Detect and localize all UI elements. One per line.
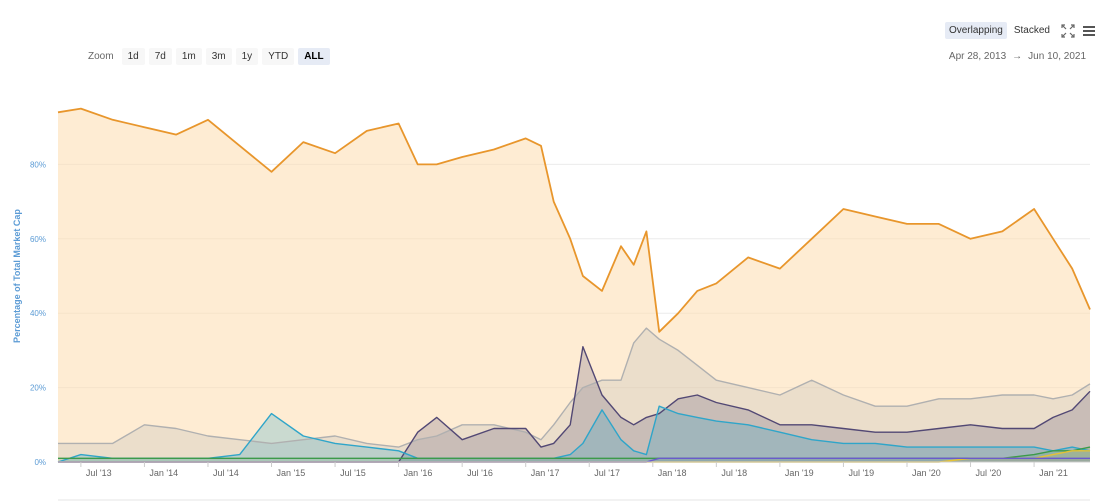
overlapping-button[interactable]: Overlapping <box>944 22 1007 39</box>
series-line <box>57 107 1091 333</box>
series-area <box>58 406 1090 462</box>
x-tick-label: Jan '21 <box>1039 468 1068 478</box>
series-line <box>58 327 1091 448</box>
range-arrow-icon: → <box>1012 51 1023 62</box>
x-tick-label: Jan '15 <box>277 468 306 478</box>
zoom-bar: Zoom 1d 7d 1m 3m 1y YTD ALL <box>88 48 330 65</box>
zoom-3m-button[interactable]: 3m <box>205 48 232 65</box>
mode-toggle: Overlapping Stacked <box>944 22 1096 39</box>
series-areas <box>58 108 1090 462</box>
zoom-all-button[interactable]: ALL <box>298 48 330 65</box>
zoom-1m-button[interactable]: 1m <box>175 48 202 65</box>
x-tick-label: Jan '18 <box>658 468 687 478</box>
y-tick-label: 0% <box>34 458 46 467</box>
stacked-button[interactable]: Stacked <box>1013 25 1050 36</box>
series-area <box>58 328 1090 462</box>
series-area <box>58 447 1090 462</box>
y-tick-label: 60% <box>30 235 46 244</box>
series-area <box>58 450 1090 462</box>
y-tick-label: 20% <box>30 384 46 393</box>
y-tick-label: 80% <box>30 160 46 169</box>
series-area <box>58 458 1090 462</box>
x-tick-label: Jul '19 <box>848 468 874 478</box>
x-tick-label: Jul '20 <box>976 468 1002 478</box>
x-tick-label: Jan '20 <box>912 468 941 478</box>
zoom-label: Zoom <box>88 51 114 62</box>
menu-icon[interactable] <box>1082 24 1096 38</box>
zoom-ytd-button[interactable]: YTD <box>262 48 295 65</box>
x-tick-label: Jul '16 <box>467 468 493 478</box>
series-line <box>57 405 1091 463</box>
zoom-1y-button[interactable]: 1y <box>235 48 259 65</box>
date-range: Apr 28, 2013 → Jun 10, 2021 <box>949 51 1086 62</box>
x-tick-label: Jul '14 <box>213 468 239 478</box>
x-tick-label: Jan '17 <box>531 468 560 478</box>
y-axis-ticks: 0% 20% 40% 60% 80% <box>30 160 46 467</box>
x-tick-label: Jan '19 <box>785 468 814 478</box>
range-start[interactable]: Apr 28, 2013 <box>948 51 1007 62</box>
y-tick-label: 40% <box>30 309 46 318</box>
x-tick-label: Jul '17 <box>594 468 620 478</box>
x-tick-label: Jul '18 <box>721 468 747 478</box>
x-tick-label: Jan '16 <box>404 468 433 478</box>
x-tick-label: Jul '15 <box>340 468 366 478</box>
zoom-1d-button[interactable]: 1d <box>121 48 145 65</box>
x-axis-ticks: Jul '13 Jan '14 Jul '14 Jan '15 Jul '15 Jan '… <box>58 461 1090 501</box>
x-tick-label: Jan '14 <box>149 468 178 478</box>
y-axis-label: Percentage of Total Market Cap <box>12 209 22 343</box>
zoom-7d-button[interactable]: 7d <box>148 48 172 65</box>
range-end[interactable]: Jun 10, 2021 <box>1028 51 1086 62</box>
series-area <box>58 108 1090 462</box>
x-tick-label: Jul '13 <box>86 468 112 478</box>
fullscreen-icon[interactable] <box>1061 23 1075 38</box>
